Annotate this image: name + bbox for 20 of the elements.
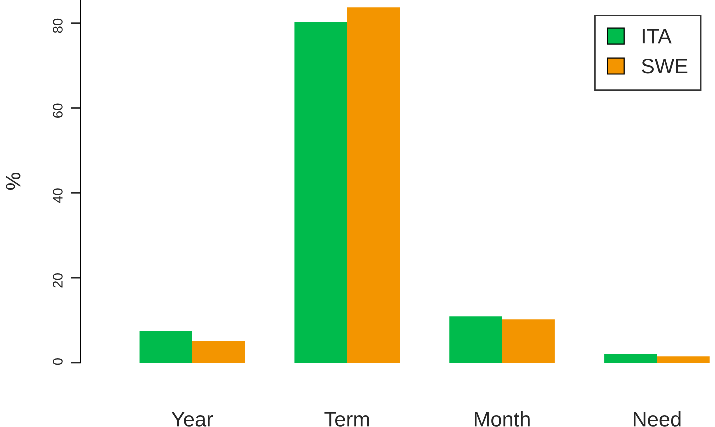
bar: [192, 341, 246, 363]
y-tick-label: 40: [53, 188, 63, 204]
bar: [140, 332, 192, 363]
bar: [502, 320, 555, 363]
bar: [450, 316, 502, 363]
x-tick-label: Year: [172, 412, 214, 427]
y-tick-label: 80: [53, 18, 63, 34]
x-tick-label: Need: [634, 412, 681, 427]
legend-label: SWE: [642, 58, 688, 74]
legend-label: ITA: [642, 29, 672, 44]
y-tick-label: 0: [53, 358, 63, 366]
x-tick-label: Month: [475, 412, 530, 427]
y-tick-label: 60: [53, 104, 63, 118]
bar: [347, 8, 400, 363]
bar: [657, 356, 710, 363]
y-axis-title: %: [6, 172, 21, 190]
x-tick-label: Term: [324, 412, 370, 427]
bar: [294, 22, 348, 363]
y-tick-label: 20: [53, 274, 63, 288]
bar: [604, 354, 658, 363]
